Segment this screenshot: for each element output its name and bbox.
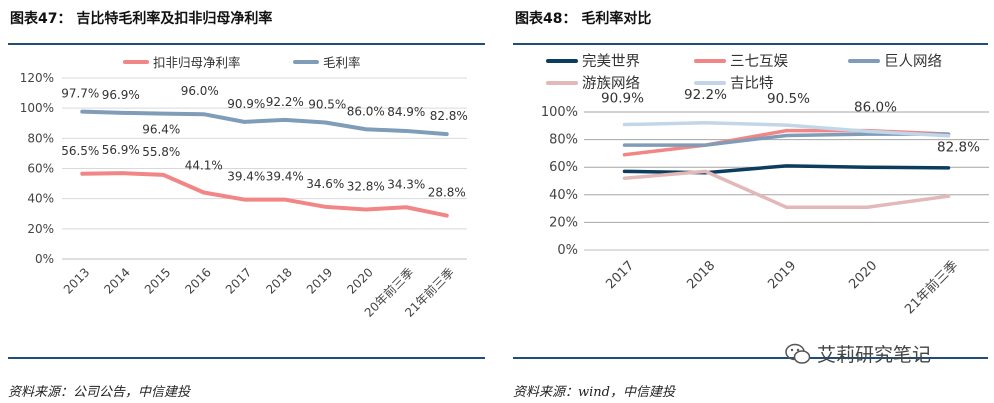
series-line-4 [622, 121, 951, 138]
x-tick-label: 21年前三季 [902, 258, 962, 318]
x-tick-label: 2015 [142, 265, 173, 296]
x-tick-label: 2013 [61, 265, 92, 296]
data-label: 44.1% [185, 158, 223, 172]
data-label: 84.9% [387, 105, 425, 119]
x-tick-label: 2018 [263, 265, 294, 296]
left-line-chart: 0% 20% 40% 60% 80% 100% 120% 2013 2014 2015 2016 20… [20, 55, 468, 320]
data-label: 86.0% [854, 99, 897, 115]
y-tick-label: 40% [27, 192, 54, 206]
left-bottom-rule [8, 357, 485, 359]
y-tick-label: 60% [27, 162, 54, 176]
data-label: 56.5% [61, 144, 99, 158]
legend-label-3: 游族网络 [582, 75, 640, 92]
x-tick-label: 2019 [765, 258, 799, 292]
y-tick-label: 60% [549, 160, 578, 175]
data-label: 39.4% [227, 170, 265, 184]
data-label: 82.8% [937, 140, 980, 156]
left-top-rule [8, 43, 485, 45]
legend-label-4: 吉比特 [730, 75, 774, 92]
y-tick-label: 0% [557, 243, 578, 258]
legend-label-1: 毛利率 [323, 55, 361, 70]
left-figure-title: 图表47： 吉比特毛利率及扣非归母净利率 [10, 11, 273, 27]
x-tick-label: 2019 [304, 265, 335, 296]
data-label: 34.6% [306, 177, 344, 191]
x-tick-label: 2020 [344, 265, 375, 296]
legend-label-2: 巨人网络 [884, 53, 942, 70]
data-label: 32.8% [347, 180, 385, 194]
data-label: 86.0% [347, 104, 385, 118]
data-label: 34.3% [387, 177, 425, 191]
y-tick-label: 100% [541, 105, 578, 120]
y-tick-label: 100% [20, 101, 54, 115]
y-tick-label: 20% [27, 222, 54, 236]
x-tick-label: 2017 [223, 265, 254, 296]
data-label: 97.7% [61, 87, 99, 101]
y-tick-label: 40% [549, 188, 578, 203]
data-label: 82.8% [430, 109, 468, 123]
x-tick-label: 2018 [684, 258, 718, 292]
right-top-rule [513, 43, 988, 45]
wechat-icon [785, 343, 811, 364]
series-line-1 [80, 109, 449, 137]
right-figure-title: 图表48： 毛利率对比 [515, 11, 652, 27]
right-source-note: 资料来源：wind，中信建投 [513, 385, 675, 400]
legend-label-1: 三七互娱 [730, 53, 788, 70]
x-tick-label: 2016 [182, 265, 213, 296]
x-tick-label: 2017 [603, 258, 637, 292]
y-tick-label: 0% [35, 252, 54, 266]
watermark-text: 艾莉研究笔记 [817, 344, 932, 366]
data-label: 92.2% [266, 95, 304, 109]
data-label: 92.2% [684, 87, 727, 103]
data-label: 90.5% [308, 97, 346, 111]
data-label: 90.9% [227, 97, 265, 111]
data-label: 96.9% [102, 88, 140, 102]
legend-label-0: 扣非归母净利率 [153, 55, 241, 70]
left-source-note: 资料来源：公司公告，中信建投 [8, 385, 191, 400]
series-line-3 [622, 169, 951, 209]
series-line-0 [80, 171, 449, 218]
data-label: 56.9% [102, 143, 140, 157]
y-tick-label: 80% [549, 133, 578, 148]
data-label: 55.8% [142, 145, 180, 159]
watermark: 艾莉研究笔记 [785, 340, 931, 367]
legend-label-0: 完美世界 [582, 53, 640, 70]
y-tick-label: 80% [27, 131, 54, 145]
y-tick-label: 120% [20, 71, 54, 85]
x-tick-label: 2020 [846, 258, 880, 292]
data-label: 96.4% [142, 123, 180, 137]
x-tick-label: 2014 [101, 265, 132, 296]
right-bottom-rule [513, 357, 988, 359]
data-label: 90.5% [767, 91, 810, 107]
data-label: 96.0% [181, 84, 219, 98]
y-tick-label: 20% [549, 215, 578, 230]
data-label: 39.4% [266, 170, 304, 184]
right-line-chart: 0% 20% 40% 60% 80% 100% 2017 2018 2019 2020 21年前三季… [541, 53, 989, 318]
data-label: 90.9% [601, 91, 644, 107]
data-label: 28.8% [428, 186, 466, 200]
